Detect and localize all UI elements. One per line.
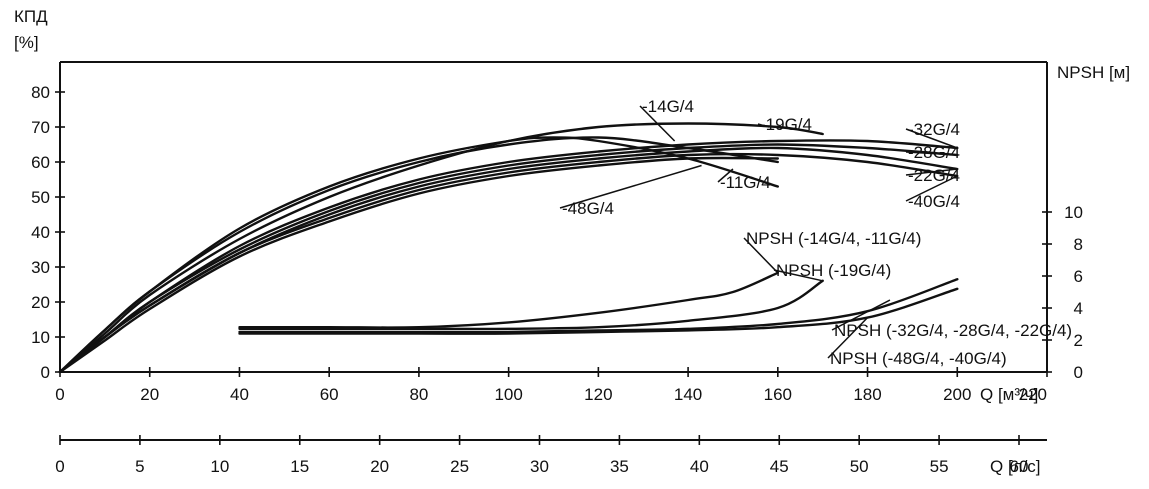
- right-axis-title: NPSH [м]: [1057, 63, 1130, 82]
- annotations-group: -14G/4 -19G/4 -32G/4 -28G/4 -22G/4 -40G/4 -11G…: [559, 97, 1072, 368]
- x2-tick-label: 0: [55, 457, 64, 476]
- x2-tick-label: 5: [135, 457, 144, 476]
- curve-label: NPSH (-32G/4, -28G/4, -22G/4): [834, 321, 1072, 340]
- left-tick-label: 10: [31, 328, 50, 347]
- x2-tick-label: 30: [530, 457, 549, 476]
- x2-tick-label: 20: [370, 457, 389, 476]
- label-leader: [717, 168, 734, 183]
- right-tick-label: 10: [1064, 203, 1083, 222]
- label-leader: [905, 128, 958, 149]
- label-leader: [905, 151, 958, 156]
- x2-tick-label: 55: [930, 457, 949, 476]
- curve-label: -22G/4: [908, 166, 960, 185]
- x2-tick-label: 60: [1010, 457, 1029, 476]
- left-tick-label: 40: [31, 223, 50, 242]
- label-leader: [639, 105, 676, 142]
- x-tick-label: 160: [764, 385, 792, 404]
- efficiency-curve-11g4: [58, 136, 779, 374]
- curve-label: NPSH (-19G/4): [776, 261, 891, 280]
- x-tick-label: 140: [674, 385, 702, 404]
- right-tick-label: 4: [1074, 299, 1083, 318]
- right-tick-label: 6: [1074, 267, 1083, 286]
- curves-group: [58, 122, 959, 374]
- x2-tick-label: 25: [450, 457, 469, 476]
- curve-label: -19G/4: [760, 115, 812, 134]
- npsh-curve-1: [238, 271, 779, 329]
- curve-label: -11G/4: [720, 173, 771, 192]
- label-leader: [905, 168, 958, 176]
- curve-label: -14G/4: [642, 97, 694, 116]
- efficiency-curve-19g4: [58, 122, 824, 374]
- x-tick-label: 60: [320, 385, 339, 404]
- x2-tick-label: 10: [210, 457, 229, 476]
- right-tick-label: 0: [1074, 363, 1083, 382]
- x2-axis-label: Q [л/с]: [990, 457, 1041, 476]
- right-tick-label: 8: [1074, 235, 1083, 254]
- left-tick-label: 30: [31, 258, 50, 277]
- curve-label: -40G/4: [908, 192, 960, 211]
- label-leader: [757, 123, 770, 128]
- curve-label: -28G/4: [908, 143, 960, 162]
- x-tick-label: 20: [140, 385, 159, 404]
- left-axis-title-line1: КПД: [14, 7, 48, 26]
- efficiency-curve-48g4: [58, 156, 779, 374]
- efficiency-curve-40g4: [58, 152, 959, 374]
- x2-tick-label: 15: [290, 457, 309, 476]
- curve-label: -32G/4: [908, 120, 960, 139]
- x-axis-label: Q [м³/ч]: [980, 385, 1038, 404]
- left-axis-title-line2: [%]: [14, 33, 39, 52]
- label-leader: [905, 175, 958, 202]
- x2-tick-label: 50: [850, 457, 869, 476]
- right-tick-label: 2: [1074, 331, 1083, 350]
- x-tick-label: 40: [230, 385, 249, 404]
- x-tick-label: 220: [1019, 385, 1047, 404]
- label-leader: [827, 317, 869, 359]
- left-tick-label: 60: [31, 153, 50, 172]
- x-tick-label: 100: [494, 385, 522, 404]
- label-leader: [773, 269, 823, 282]
- left-tick-label: 0: [41, 363, 50, 382]
- efficiency-curve-14g4: [58, 136, 779, 374]
- x-tick-label: 80: [409, 385, 428, 404]
- npsh-curve-2: [238, 279, 824, 331]
- x2-tick-label: 40: [690, 457, 709, 476]
- x2-tick-label: 45: [770, 457, 789, 476]
- label-leader: [559, 164, 702, 209]
- left-tick-label: 70: [31, 118, 50, 137]
- efficiency-curve-28g4: [58, 143, 959, 374]
- left-tick-label: 80: [31, 83, 50, 102]
- x2-tick-label: 35: [610, 457, 629, 476]
- left-tick-label: 50: [31, 188, 50, 207]
- label-leader: [831, 299, 891, 331]
- curve-label: NPSH (-14G/4, -11G/4): [746, 229, 921, 248]
- x-tick-label: 200: [943, 385, 971, 404]
- x-tick-label: 0: [55, 385, 64, 404]
- left-tick-label: 20: [31, 293, 50, 312]
- curve-label: NPSH (-48G/4, -40G/4): [830, 349, 1007, 368]
- npsh-curve-3: [238, 278, 959, 334]
- x-tick-label: 120: [584, 385, 612, 404]
- x-tick-label: 180: [853, 385, 881, 404]
- curve-label: -48G/4: [562, 199, 614, 218]
- label-leader: [743, 237, 779, 274]
- npsh-curve-4: [238, 287, 959, 335]
